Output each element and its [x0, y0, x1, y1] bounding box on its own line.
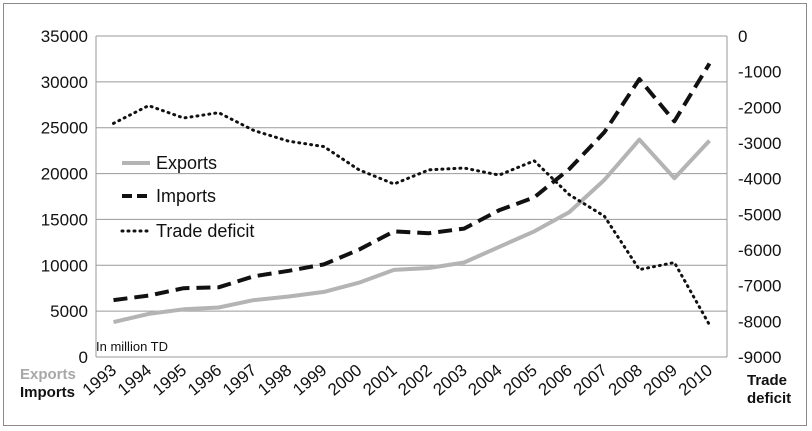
x-tick-label: 2008 [605, 361, 646, 400]
left-tick-label: 10000 [41, 256, 88, 275]
right-tick-label: -4000 [738, 170, 781, 189]
x-axis-ticks: 1993199419951996199719981999200020012002… [79, 361, 716, 400]
left-tick-label: 20000 [41, 165, 88, 184]
right-tick-label: -3000 [738, 134, 781, 153]
x-tick-label: 2000 [324, 361, 365, 400]
x-tick-label: 2006 [535, 361, 576, 400]
x-tick-label: 1995 [149, 361, 190, 400]
x-tick-label: 2010 [675, 361, 716, 400]
series-line-trade-deficit [112, 104, 711, 327]
legend-label: Trade deficit [156, 221, 254, 241]
left-tick-label: 15000 [41, 210, 88, 229]
right-tick-label: -8000 [738, 312, 781, 331]
x-tick-label: 2009 [640, 361, 681, 400]
left-axis-ticks: 0 5000 10000 15000 20000 25000 30000 35000 [41, 27, 88, 367]
right-tick-label: -9000 [738, 348, 781, 367]
right-tick-label: -2000 [738, 98, 781, 117]
series-layer [112, 62, 712, 327]
x-tick-label: 2002 [394, 361, 435, 400]
right-axis-label-trade-deficit: Trade deficit [747, 372, 791, 407]
x-tick-label: 1997 [219, 361, 260, 400]
legend: Exports Imports Trade deficit [120, 153, 254, 241]
x-tick-label: 2003 [429, 361, 470, 400]
x-tick-label: 1999 [289, 361, 330, 400]
unit-note: In million TD [96, 339, 168, 354]
series-line-imports [113, 62, 712, 303]
left-tick-label: 0 [79, 348, 88, 367]
left-tick-label: 30000 [41, 73, 88, 92]
grid-lines [95, 35, 728, 358]
right-tick-label: -5000 [738, 205, 781, 224]
left-tick-label: 35000 [41, 27, 88, 46]
x-tick-label: 2001 [359, 361, 400, 400]
chart-frame [3, 3, 807, 426]
left-axis-label-imports: Imports [20, 384, 75, 401]
legend-label: Exports [156, 153, 217, 173]
x-tick-label: 2007 [570, 361, 611, 400]
x-tick-label: 1996 [184, 361, 225, 400]
legend-label: Imports [156, 186, 216, 206]
left-tick-label: 5000 [50, 302, 88, 321]
left-tick-label: 25000 [41, 119, 88, 138]
series-line-exports [113, 137, 711, 325]
right-tick-label: -1000 [738, 63, 781, 82]
right-tick-label: -7000 [738, 277, 781, 296]
x-tick-label: 2005 [500, 361, 541, 400]
right-tick-label: 0 [738, 27, 747, 46]
x-tick-label: 1998 [254, 361, 295, 400]
right-tick-label: -6000 [738, 241, 781, 260]
x-tick-label: 1994 [114, 361, 155, 400]
left-axis-label-exports: Exports [20, 366, 76, 383]
right-axis-ticks: 0 -1000 -2000 -3000 -4000 -5000 -6000 -7000 -800… [738, 27, 781, 367]
x-tick-label: 2004 [465, 361, 506, 400]
